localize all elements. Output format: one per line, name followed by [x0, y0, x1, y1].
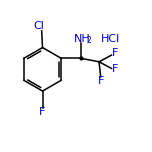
Text: F: F — [98, 76, 105, 86]
Text: HCl: HCl — [101, 34, 120, 44]
Text: 2: 2 — [86, 36, 91, 45]
Text: F: F — [112, 48, 118, 58]
Text: Cl: Cl — [34, 21, 45, 31]
Text: F: F — [112, 64, 118, 74]
Text: F: F — [39, 107, 46, 117]
Text: NH: NH — [74, 34, 91, 44]
